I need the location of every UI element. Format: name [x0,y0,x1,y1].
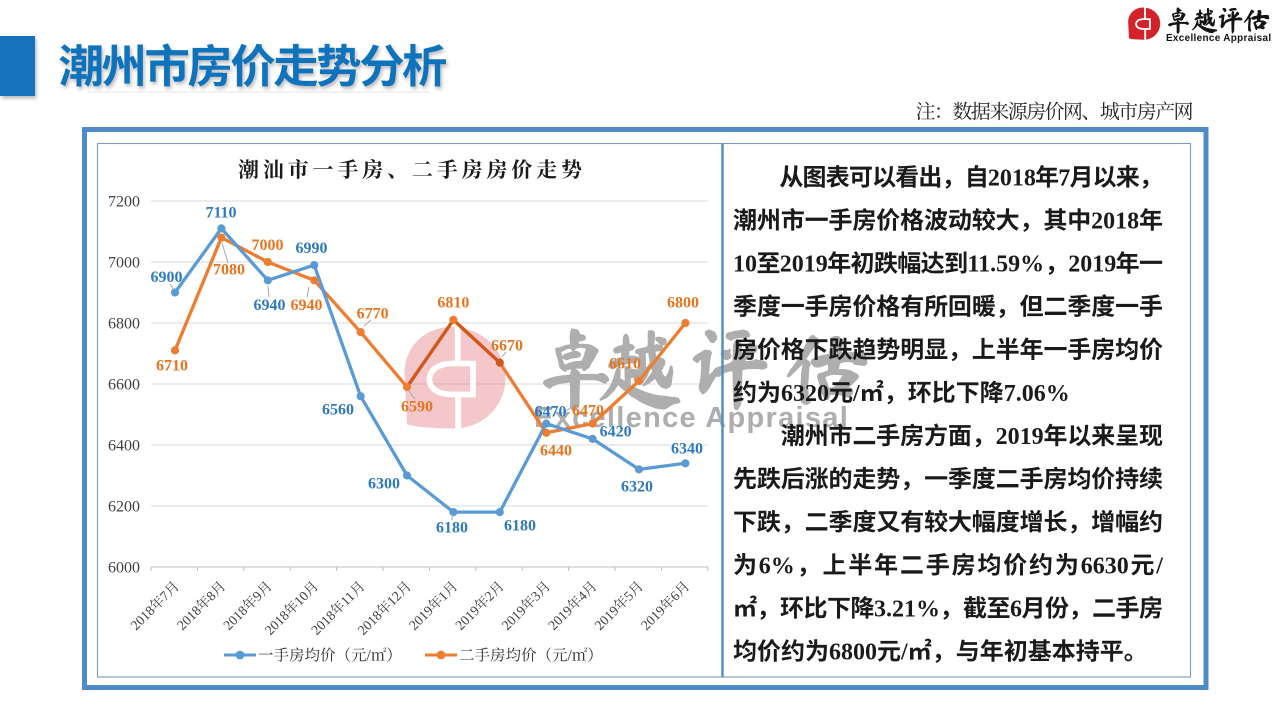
svg-text:7110: 7110 [205,205,236,222]
svg-text:7.06%: 7.06% [1004,381,1070,407]
svg-text:/: / [852,381,860,407]
svg-text:/: / [367,648,372,665]
svg-text:6440: 6440 [540,443,572,460]
svg-text:6200: 6200 [108,499,140,516]
svg-text:6560: 6560 [322,402,354,419]
svg-text:/: / [568,648,573,665]
svg-text:/: / [900,640,908,666]
svg-text:6800: 6800 [108,316,140,333]
svg-text:2019: 2019 [1068,252,1116,278]
svg-text:6940: 6940 [254,297,286,314]
svg-text:6320: 6320 [781,381,829,407]
svg-text:2018: 2018 [1091,209,1139,235]
svg-text:6590: 6590 [401,399,433,416]
svg-text:6770: 6770 [357,306,389,323]
svg-text:6810: 6810 [437,295,469,312]
svg-text:6320: 6320 [621,479,653,496]
svg-text:6710: 6710 [156,358,188,375]
svg-text:/: / [1155,553,1163,579]
svg-text:2019: 2019 [780,252,828,278]
svg-text:6600: 6600 [108,377,140,394]
svg-text:Excellence Appraisal: Excellence Appraisal [1166,33,1271,44]
svg-text:7000: 7000 [252,237,284,254]
svg-text:6800: 6800 [829,640,877,666]
svg-text:3.21%: 3.21% [874,597,940,623]
svg-text:6900: 6900 [151,269,183,286]
svg-text:6400: 6400 [108,438,140,455]
svg-text:6470: 6470 [572,403,604,420]
svg-text:6990: 6990 [296,240,328,257]
svg-text:6: 6 [1010,597,1022,623]
svg-text:6300: 6300 [368,476,400,493]
svg-text:7200: 7200 [108,194,140,211]
svg-text:2018: 2018 [988,166,1036,192]
svg-text:6940: 6940 [291,297,323,314]
svg-text:7000: 7000 [108,255,140,272]
svg-text:6610: 6610 [609,356,641,373]
svg-text:6420: 6420 [600,424,632,441]
svg-text:11.59%: 11.59% [968,252,1045,278]
svg-text:6470: 6470 [535,404,567,421]
svg-text:Excellence Appraisal: Excellence Appraisal [534,402,849,434]
svg-text:6800: 6800 [667,295,699,312]
svg-text:10: 10 [733,252,757,278]
svg-text:6180: 6180 [504,518,536,535]
svg-text:6180: 6180 [436,520,468,537]
svg-text:6000: 6000 [108,560,140,577]
svg-text:7: 7 [1058,166,1070,192]
svg-text:6670: 6670 [491,338,523,355]
svg-text:6630: 6630 [1081,553,1129,579]
svg-text:7080: 7080 [213,262,245,279]
svg-text:6340: 6340 [671,441,703,458]
svg-text:2019: 2019 [996,424,1044,450]
svg-text:6%: 6% [759,553,795,579]
